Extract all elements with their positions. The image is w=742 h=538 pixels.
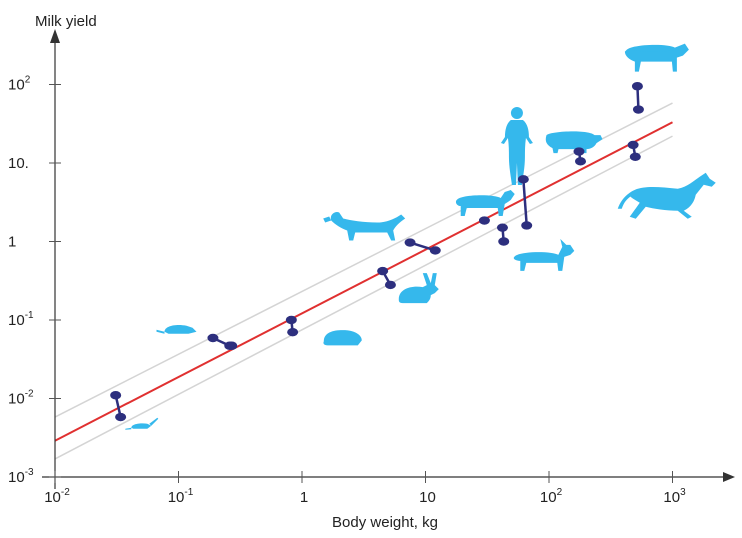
dog-icon (323, 212, 406, 241)
x-tick-label: 10-2 (44, 487, 70, 506)
data-point (226, 341, 238, 350)
species-rabbit (377, 266, 396, 290)
data-point (285, 315, 297, 325)
data-point (521, 221, 533, 230)
data-point (287, 327, 299, 337)
data-point (377, 266, 389, 276)
data-point (573, 147, 585, 156)
y-tick-label: 10-2 (8, 389, 34, 408)
y-tick-label: 10-1 (8, 310, 34, 329)
data-point (632, 105, 644, 114)
data-point (496, 223, 508, 232)
data-point (429, 246, 441, 255)
data-point (498, 237, 510, 246)
data-point (517, 175, 529, 184)
data-point (110, 391, 122, 400)
goat-icon (513, 238, 575, 271)
species-horse (627, 140, 641, 161)
cow-icon (624, 43, 689, 72)
horse-icon (617, 172, 716, 219)
data-point (384, 280, 396, 290)
species-guinea-pig (285, 315, 299, 337)
upper-band-line (54, 102, 673, 418)
species-human (517, 175, 533, 230)
sheep-icon (455, 190, 515, 217)
y-axis-label: Milk yield (35, 13, 97, 30)
x-tick-label: 10-1 (168, 487, 194, 506)
rabbit-icon (398, 273, 439, 304)
x-tick-label: 1 (300, 489, 308, 506)
data-point (207, 333, 219, 343)
species-goat (496, 223, 510, 246)
species-connector (522, 179, 528, 226)
x-tick-label: 103 (663, 487, 686, 506)
species-sheep (478, 216, 490, 225)
data-point (478, 216, 490, 225)
confidence-bands (54, 102, 673, 460)
x-axis-label: Body weight, kg (332, 514, 438, 531)
x-axis-arrow-icon (723, 472, 735, 482)
data-point (404, 238, 416, 247)
data-point (575, 157, 587, 166)
x-tick-label: 102 (540, 487, 563, 506)
species-mouse (110, 391, 127, 422)
data-point (629, 152, 641, 161)
species-rat (207, 333, 238, 350)
species-cow (631, 82, 644, 114)
regression-line (54, 121, 673, 442)
x-tick-label: 10 (419, 489, 436, 506)
y-axis-arrow-icon (50, 29, 60, 43)
axes: 10-2 10-1 1 10 102 103 10-3 10-2 10-1 1 10. 102 Body… (8, 13, 735, 531)
data-points (110, 82, 644, 422)
species-dog (404, 238, 441, 255)
y-tick-label: 1 (8, 234, 16, 251)
data-point (115, 412, 127, 422)
y-tick-label: 10-3 (8, 467, 34, 486)
guinea-pig-icon (323, 330, 362, 346)
lower-band-line (54, 135, 673, 460)
data-point (631, 82, 643, 91)
rat-icon (156, 325, 197, 334)
y-tick-label: 10. (8, 155, 29, 172)
fit-line (54, 121, 673, 442)
animal-silhouettes (125, 43, 716, 430)
species-pig (573, 147, 587, 166)
y-tick-label: 102 (8, 75, 31, 94)
human-icon (500, 106, 533, 185)
data-point (627, 140, 639, 150)
